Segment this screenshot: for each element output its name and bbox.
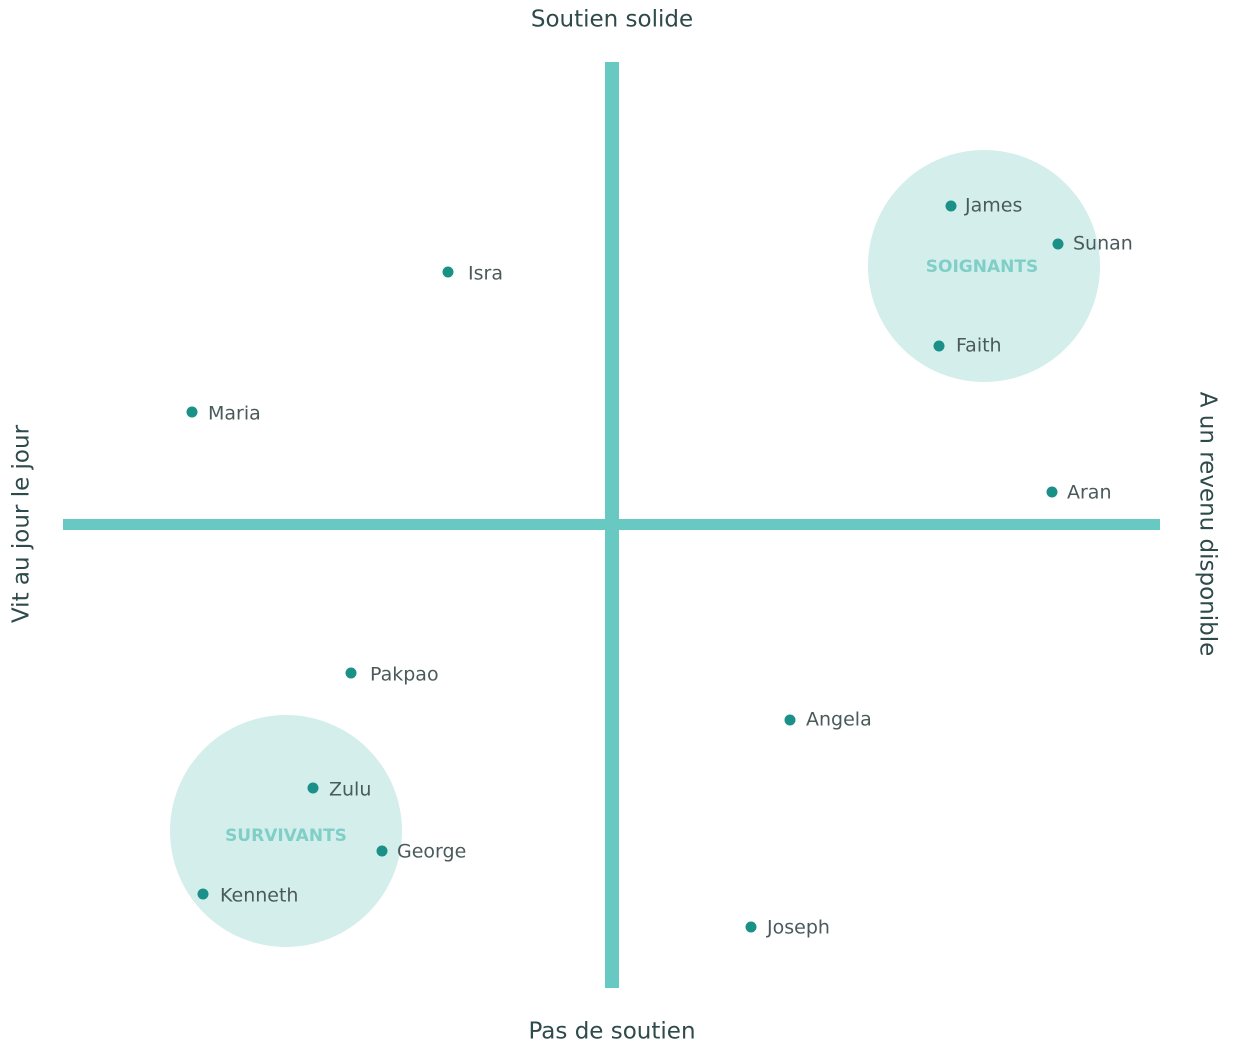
person-name: Pakpao bbox=[370, 664, 439, 686]
person: Maria bbox=[186, 403, 261, 425]
axis-title-right: A un revenu disponible bbox=[1195, 392, 1221, 657]
axis-title-bottom: Pas de soutien bbox=[528, 1019, 695, 1045]
person: James bbox=[945, 195, 1022, 217]
dot bbox=[745, 921, 757, 933]
person-name: George bbox=[397, 841, 466, 863]
person: Kenneth bbox=[197, 885, 298, 907]
dot bbox=[933, 340, 945, 352]
person: Isra bbox=[442, 263, 503, 285]
person: Zulu bbox=[307, 779, 371, 801]
dot bbox=[945, 200, 957, 212]
horizontal-axis bbox=[63, 519, 1160, 530]
person: Sunan bbox=[1052, 233, 1133, 255]
axis-title-top: Soutien solide bbox=[531, 7, 693, 33]
dot bbox=[186, 406, 198, 418]
person-name: Sunan bbox=[1073, 233, 1133, 255]
person-name: Zulu bbox=[329, 779, 371, 801]
dot bbox=[1052, 238, 1064, 250]
person: Faith bbox=[933, 335, 1002, 357]
person: Pakpao bbox=[345, 664, 439, 686]
dot bbox=[307, 782, 319, 794]
person-name: James bbox=[964, 195, 1022, 217]
dot bbox=[1046, 486, 1058, 498]
person-name: Faith bbox=[956, 335, 1002, 357]
person: George bbox=[376, 841, 466, 863]
person-name: Isra bbox=[468, 263, 503, 285]
person-name: Joseph bbox=[766, 917, 830, 939]
axis-title-left: Vit au jour le jour bbox=[9, 424, 35, 623]
dot bbox=[197, 888, 209, 900]
person-name: Angela bbox=[806, 709, 872, 731]
person-name: Maria bbox=[208, 403, 261, 425]
person: Angela bbox=[784, 709, 872, 731]
group-label: SOIGNANTS bbox=[926, 257, 1038, 277]
dot bbox=[376, 845, 388, 857]
dot bbox=[442, 266, 454, 278]
group-bubble bbox=[170, 715, 402, 947]
person-name: Aran bbox=[1067, 482, 1112, 504]
person: Joseph bbox=[745, 917, 830, 939]
dot bbox=[784, 714, 796, 726]
person-name: Kenneth bbox=[220, 885, 298, 907]
group-label: SURVIVANTS bbox=[225, 826, 347, 846]
group-bubble bbox=[868, 150, 1100, 382]
person: Aran bbox=[1046, 482, 1112, 504]
dot bbox=[345, 667, 357, 679]
